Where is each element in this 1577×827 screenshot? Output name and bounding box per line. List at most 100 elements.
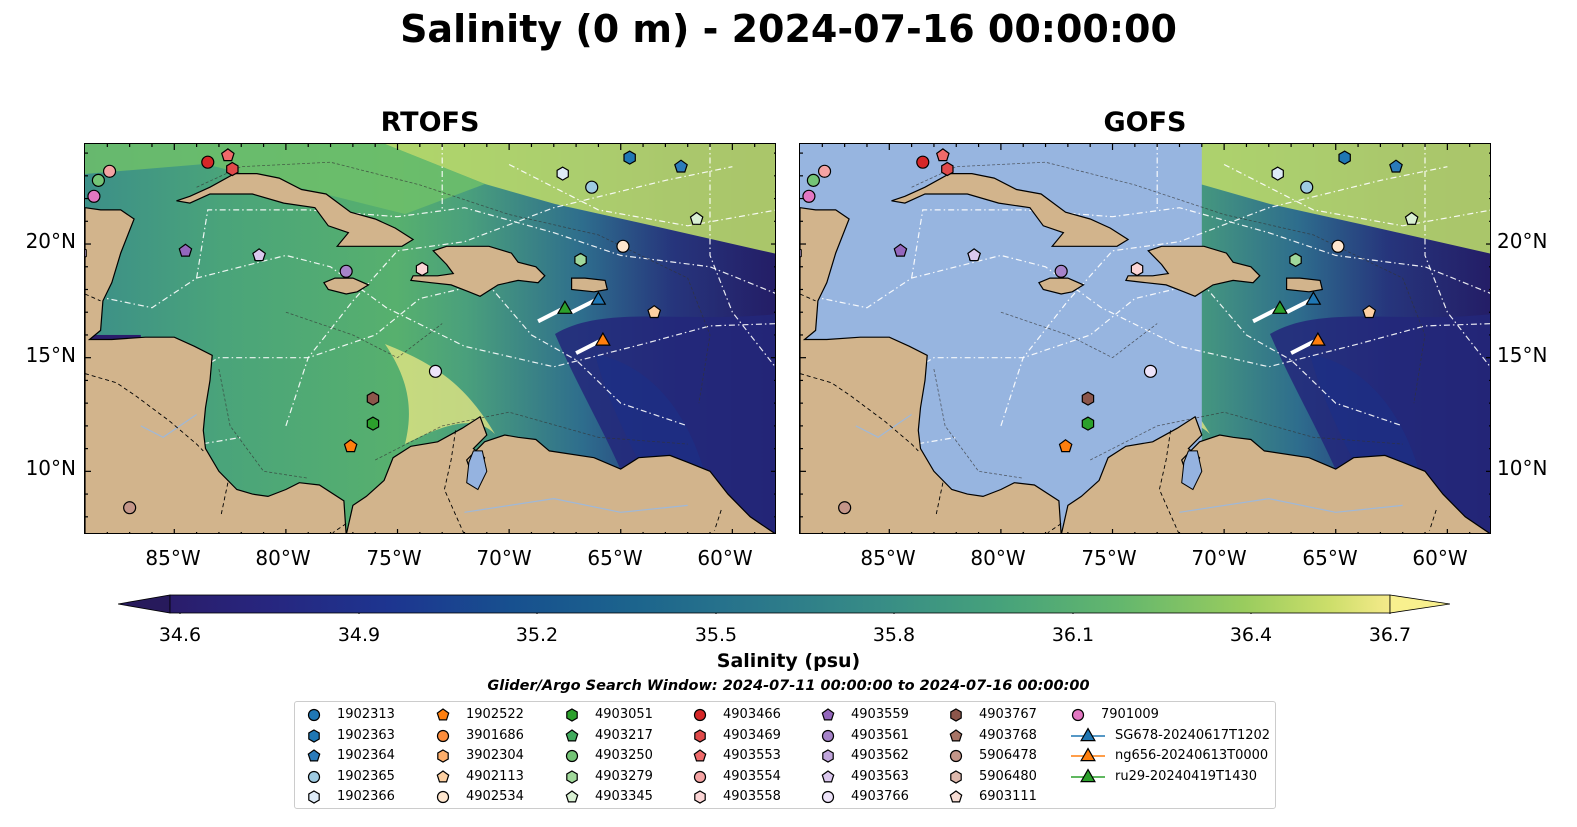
legend-marker-icon	[1071, 726, 1105, 741]
float-marker-4903559	[893, 243, 908, 257]
float-marker-4903561	[1054, 264, 1068, 278]
lon-label-65w-right: 65°W	[1302, 546, 1358, 570]
legend-label: 4903345	[595, 789, 653, 805]
lon-label-70w-left: 70°W	[476, 546, 532, 570]
float-marker-4903217	[774, 266, 775, 269]
float-marker-1902366	[556, 166, 569, 181]
float-marker-1902363	[623, 150, 636, 165]
float-marker-1902522	[343, 439, 358, 453]
float-marker-4903558	[1130, 261, 1144, 277]
legend-marker-icon	[565, 790, 579, 803]
map-gofs-canvas	[800, 144, 1490, 533]
colorbar-tick-6: 36.4	[1229, 624, 1273, 646]
legend-marker-icon	[949, 750, 963, 763]
legend-label: 1902366	[337, 789, 395, 805]
legend-marker-icon	[307, 770, 321, 783]
legend-marker-icon	[822, 749, 834, 763]
colorbar-tick-3: 35.5	[694, 624, 738, 646]
panel-title-rtofs: RTOFS	[380, 107, 480, 138]
legend-marker-icon	[821, 729, 835, 742]
legend-marker-icon	[307, 749, 321, 762]
float-marker-1902522	[1058, 439, 1073, 453]
colorbar-extend-high	[1389, 594, 1451, 614]
legend-marker-icon	[436, 729, 450, 742]
lat-label-10n-left: 10°N	[25, 456, 76, 480]
float-marker-1902313	[774, 190, 775, 193]
float-marker-4903766	[1143, 364, 1158, 378]
float-marker-4902534	[616, 239, 630, 253]
float-marker-5906478	[123, 501, 137, 515]
lat-label-15n-right: 15°N	[1497, 343, 1548, 367]
colorbar-tick-1: 34.9	[337, 624, 381, 646]
search-window-caption: Glider/Argo Search Window: 2024-07-11 00…	[487, 678, 1090, 694]
float-marker-1902365	[1300, 180, 1314, 194]
legend-marker-icon	[949, 728, 963, 742]
legend-label: 4903766	[851, 789, 909, 805]
legend-marker-icon	[949, 790, 963, 803]
legend-marker-icon	[566, 770, 578, 784]
colorbar-tick-7: 36.7	[1368, 624, 1412, 646]
legend-marker-icon	[436, 791, 450, 804]
legend-marker-icon	[950, 770, 962, 784]
colorbar-tick-2: 35.2	[515, 624, 559, 646]
map-rtofs-canvas	[85, 144, 775, 533]
legend-marker-icon	[821, 770, 835, 783]
lon-label-80w-left: 80°W	[255, 546, 311, 570]
glider-marker-ng656-20240613T0000	[594, 331, 611, 346]
legend-marker-icon	[436, 770, 450, 783]
float-marker-5906478	[838, 501, 852, 515]
float-marker-4903559	[178, 243, 193, 257]
legend-marker-icon	[1071, 768, 1105, 782]
glider-marker-SG678-20240617T1202	[590, 290, 607, 305]
legend: 1902313 1902363 1902364 1902365 1902366 19025…	[294, 701, 1276, 809]
legend-label: 4903466	[723, 707, 781, 722]
float-marker-4903279	[1289, 252, 1302, 268]
legend-label: 4903562	[851, 748, 909, 764]
float-marker-4903767	[366, 391, 380, 406]
legend-marker-icon	[308, 790, 320, 805]
lat-label-15n-left: 15°N	[25, 343, 76, 367]
legend-label: 4903561	[851, 727, 909, 743]
lon-label-75w-right: 75°W	[1081, 546, 1137, 570]
legend-label: 1902363	[337, 727, 395, 743]
float-marker-4903051	[1081, 416, 1095, 431]
float-marker-4903469	[226, 161, 239, 177]
legend-marker-icon	[1071, 708, 1085, 722]
legend-label: 4903051	[595, 707, 653, 722]
lon-label-85w-left: 85°W	[145, 546, 201, 570]
legend-label: 4903558	[723, 789, 781, 805]
float-marker-4903562	[85, 248, 87, 258]
colorbar-label: Salinity (psu)	[716, 650, 861, 672]
float-marker-4902534	[1331, 239, 1345, 253]
colorbar	[117, 594, 1451, 618]
legend-label: 4903767	[979, 707, 1037, 722]
float-marker-4903558	[415, 261, 429, 277]
float-marker-4903051	[366, 416, 380, 431]
glider-marker-SG678-20240617T1202	[1305, 290, 1322, 305]
float-marker-4903553	[935, 148, 950, 162]
float-marker-4903217	[1489, 266, 1490, 269]
legend-marker-icon	[821, 708, 835, 721]
float-marker-4903563	[967, 248, 982, 262]
float-marker-4903767	[1081, 391, 1095, 406]
legend-marker-icon	[308, 728, 320, 743]
legend-label: 6903111	[979, 789, 1037, 805]
float-marker-1902363	[1338, 150, 1351, 165]
colorbar-body	[169, 594, 1391, 614]
glider-marker-ng656-20240613T0000	[1309, 331, 1326, 346]
float-marker-4903345	[1404, 211, 1419, 225]
float-marker-1902364	[674, 159, 688, 173]
lon-label-75w-left: 75°W	[366, 546, 422, 570]
legend-label: 4903469	[723, 727, 781, 743]
legend-label: 4902113	[466, 768, 524, 784]
legend-label: 1902365	[337, 768, 395, 784]
lon-label-65w-left: 65°W	[587, 546, 643, 570]
float-marker-4903554	[817, 164, 832, 178]
map-gofs[interactable]	[799, 143, 1491, 534]
float-marker-7901009	[802, 189, 816, 203]
colorbar-tick-5: 36.1	[1051, 624, 1095, 646]
legend-label: 4903768	[979, 727, 1037, 743]
legend-marker-icon	[693, 770, 707, 783]
float-marker-1902364	[1389, 159, 1403, 173]
map-rtofs[interactable]	[84, 143, 776, 534]
